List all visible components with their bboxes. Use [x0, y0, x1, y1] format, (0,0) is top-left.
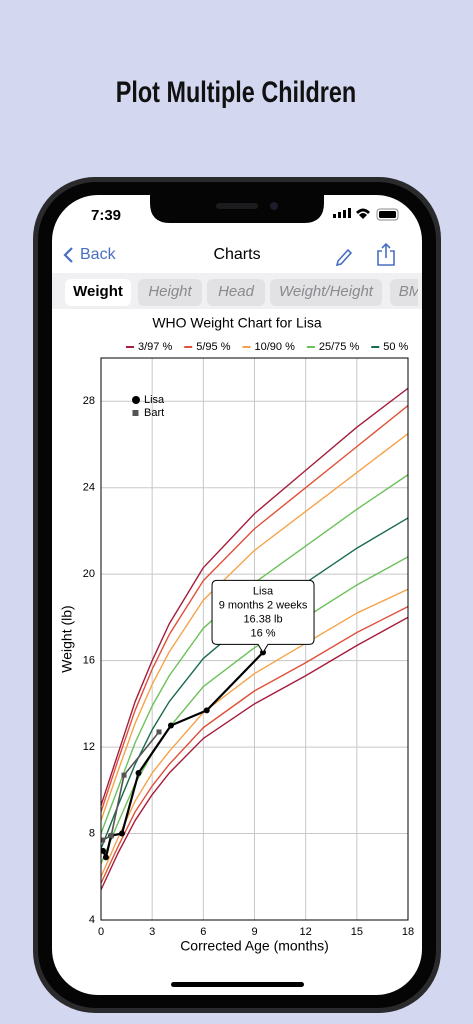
x-axis-label: Corrected Age (months) [180, 938, 329, 954]
child-point [121, 772, 127, 778]
x-tick-label: 0 [98, 926, 104, 938]
tab-label[interactable]: Head [218, 283, 255, 300]
percentile-curve [101, 387, 408, 806]
status-icons [333, 208, 399, 221]
y-tick-label: 24 [83, 482, 95, 494]
tooltip-line: 9 months 2 weeks [219, 599, 308, 611]
legend-label: 25/75 % [319, 341, 360, 353]
tab[interactable] [138, 279, 202, 306]
tabs: Weight Height Head Weight/Height BM [65, 279, 430, 306]
percentile-curve [101, 405, 408, 813]
x-tick-label: 3 [149, 926, 155, 938]
status-time: 7:39 [91, 207, 121, 224]
tab[interactable] [207, 279, 265, 306]
tooltip-line: 16 % [250, 627, 275, 639]
y-axis-label: Weight (lb) [59, 605, 75, 672]
child-point [135, 770, 142, 777]
tab-label[interactable]: Height [148, 283, 192, 300]
chart-title: WHO Weight Chart for Lisa [152, 315, 322, 331]
tab[interactable] [390, 279, 430, 306]
headline: Plot Multiple Children [116, 75, 356, 108]
percentile-curve [101, 517, 408, 849]
tab-label[interactable]: BM [399, 283, 422, 300]
x-tick-label: 12 [300, 926, 312, 938]
percentile-curve [101, 474, 408, 834]
child-point [167, 722, 174, 729]
x-tick-label: 18 [402, 926, 414, 938]
tooltip-line: 16.38 lb [243, 613, 282, 625]
child-point [101, 847, 107, 854]
tooltip-line: Lisa [253, 585, 274, 597]
plot-area [101, 387, 408, 891]
y-tick-label: 4 [89, 914, 95, 926]
legend-label: Lisa [144, 394, 165, 406]
legend-label: 3/97 % [138, 341, 172, 353]
nav-title: Charts [213, 246, 260, 263]
legend-label: Bart [144, 407, 164, 419]
back-label[interactable]: Back [80, 246, 117, 263]
legend-label: 50 % [383, 341, 408, 353]
x-tick-label: 15 [351, 926, 363, 938]
back-button[interactable]: Back [63, 246, 117, 263]
legend-marker [132, 410, 139, 416]
percentile-curve [101, 605, 408, 884]
legend-label: 10/90 % [255, 341, 296, 353]
y-tick-label: 8 [89, 827, 95, 839]
percentile-curve [101, 433, 408, 821]
y-tick-label: 20 [83, 568, 95, 580]
percentile-curve [101, 616, 408, 891]
child-point [102, 854, 109, 861]
child-point [118, 830, 125, 837]
speaker [216, 203, 258, 209]
y-tick-label: 16 [83, 655, 95, 667]
tab-label[interactable]: Weight [73, 283, 123, 300]
legend-label: 5/95 % [196, 341, 230, 353]
tab[interactable] [65, 279, 131, 306]
percentile-curve [101, 556, 408, 865]
home-indicator [171, 982, 304, 987]
edit-button[interactable] [335, 248, 353, 267]
child-point [108, 833, 114, 839]
legend-marker [132, 396, 140, 404]
child-point [203, 707, 210, 714]
child-line [102, 651, 264, 859]
child-point [156, 729, 162, 735]
tooltip-box [211, 579, 315, 654]
tab-label[interactable]: Weight/Height [279, 283, 374, 300]
plot-frame [100, 357, 409, 921]
x-tick-label: 6 [200, 926, 206, 938]
share-button[interactable] [377, 242, 395, 266]
child-point [101, 837, 106, 843]
camera [270, 202, 278, 210]
tab[interactable] [270, 279, 382, 306]
child-line [102, 731, 160, 841]
y-tick-label: 12 [83, 741, 95, 753]
x-tick-label: 9 [251, 926, 257, 938]
y-tick-label: 28 [83, 395, 95, 407]
